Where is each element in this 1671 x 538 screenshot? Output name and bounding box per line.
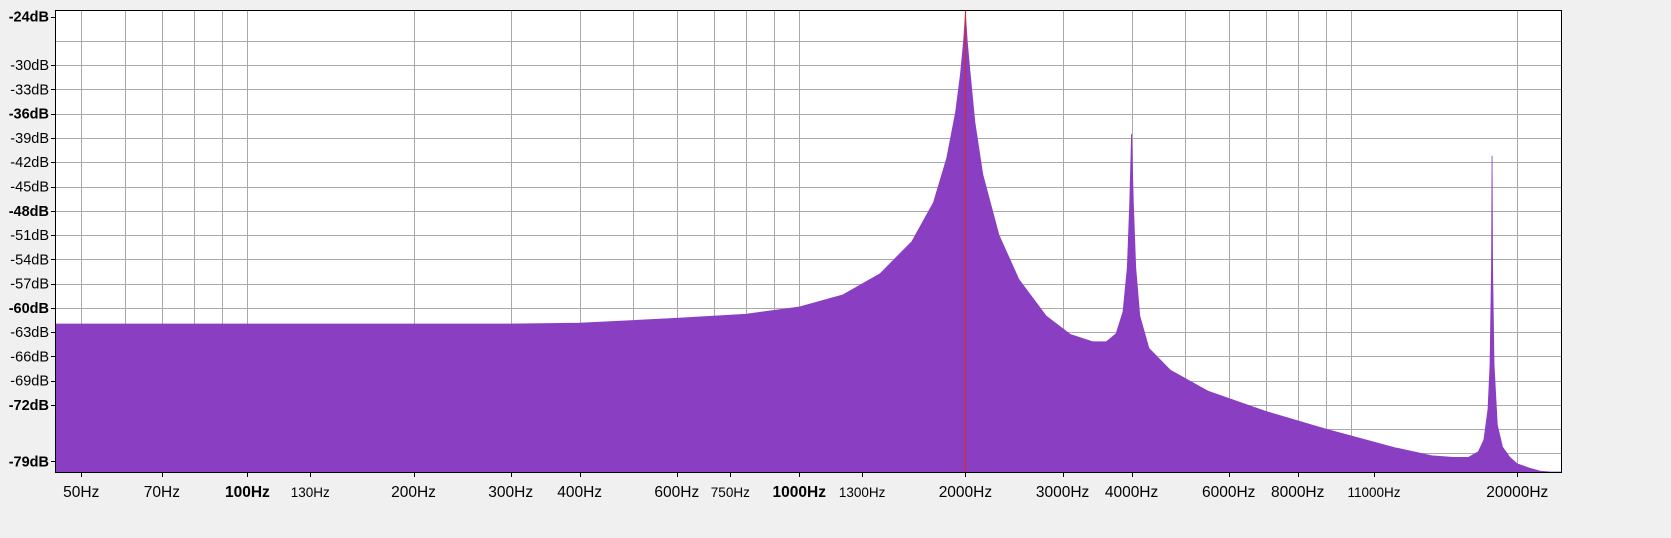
y-tick-label: -36dB xyxy=(9,107,49,123)
y-tick-label: -54dB xyxy=(10,252,49,268)
x-tick-label: 8000Hz xyxy=(1271,484,1324,501)
x-tick-label: 50Hz xyxy=(63,484,99,501)
y-tick-label: -45dB xyxy=(10,180,49,196)
x-tick-label: 200Hz xyxy=(391,484,436,501)
x-tick-label: 750Hz xyxy=(711,485,750,500)
y-tick-label: -57dB xyxy=(10,277,49,293)
y-tick-label: -72dB xyxy=(9,398,49,414)
x-tick-label: 400Hz xyxy=(557,484,602,501)
x-axis: 50Hz 70Hz 100Hz 130Hz 200Hz 300Hz 400Hz 600Hz 75… xyxy=(63,472,1548,501)
x-tick-label: 70Hz xyxy=(144,484,180,501)
x-tick-label: 1000Hz xyxy=(773,484,827,501)
y-axis: -24dB -30dB -33dB -36dB -39dB -42dB -45dB -48dB… xyxy=(9,10,56,470)
x-tick-label: 300Hz xyxy=(488,484,533,501)
x-tick-label: 3000Hz xyxy=(1036,484,1089,501)
x-tick-label: 100Hz xyxy=(225,484,270,501)
y-tick-label: -60dB xyxy=(9,301,49,317)
y-tick-label: -69dB xyxy=(10,374,49,390)
y-tick-label: -51dB xyxy=(10,228,49,244)
y-tick-label: -42dB xyxy=(10,155,49,171)
y-tick-label: -30dB xyxy=(10,58,49,74)
y-tick-label: -79dB xyxy=(9,454,49,470)
x-tick-label: 600Hz xyxy=(654,484,699,501)
spectrum-area xyxy=(55,13,1561,473)
x-tick-label: 20000Hz xyxy=(1486,484,1548,501)
y-tick-label: -66dB xyxy=(10,349,49,365)
x-tick-label: 6000Hz xyxy=(1202,484,1255,501)
x-tick-label: 11000Hz xyxy=(1347,485,1400,500)
plot-frame xyxy=(55,10,1562,473)
spectrum-series xyxy=(55,13,1561,473)
y-tick-label: -39dB xyxy=(10,131,49,147)
y-tick-label: -48dB xyxy=(9,204,49,220)
y-tick-label: -63dB xyxy=(10,325,49,341)
y-tick-label: -33dB xyxy=(10,82,49,98)
x-tick-label: 130Hz xyxy=(291,485,330,500)
x-tick-label: 1300Hz xyxy=(839,485,886,500)
x-tick-label: 2000Hz xyxy=(939,484,992,501)
y-tick-label: -24dB xyxy=(9,10,49,26)
x-tick-label: 4000Hz xyxy=(1105,484,1158,501)
